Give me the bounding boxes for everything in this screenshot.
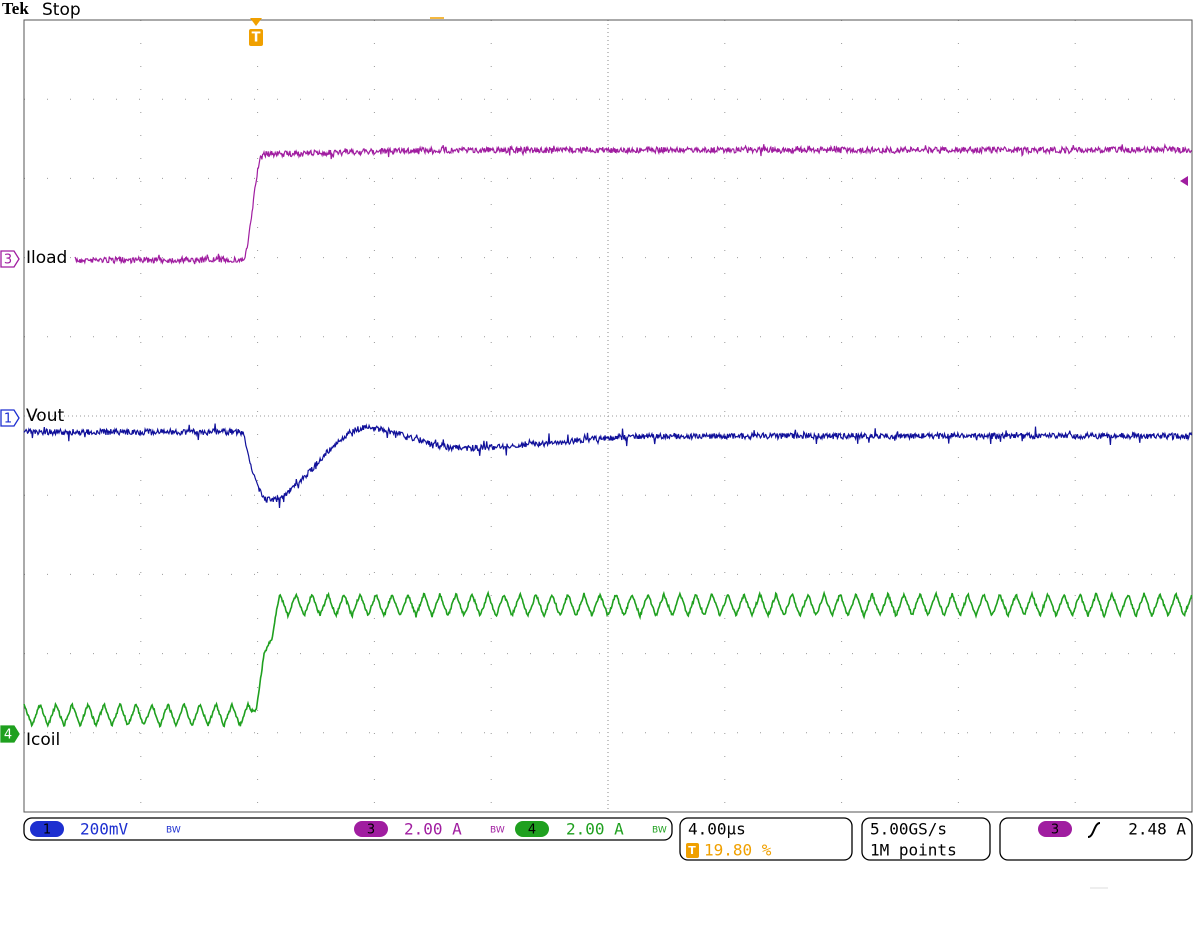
ch4-marker-box xyxy=(0,725,20,743)
graticule-frame xyxy=(23,19,1193,813)
ch3-marker-number: 3 xyxy=(4,253,12,268)
ch4-badge xyxy=(515,821,549,837)
ch3-label: Iload xyxy=(26,248,67,268)
trigger-slope-icon xyxy=(1087,822,1101,838)
ch1-marker-number: 1 xyxy=(4,412,12,427)
trigger-box xyxy=(999,817,1193,861)
iload-trace xyxy=(74,143,1193,265)
trigger-marker-box xyxy=(249,29,263,46)
timebase-scale: 4.00µs xyxy=(688,820,746,839)
waveforms xyxy=(23,143,1193,728)
ch1-scale: 200mV xyxy=(80,820,129,839)
timebase-box xyxy=(679,817,853,861)
ch4-badge-number: 4 xyxy=(528,823,536,838)
trigger-icon: T xyxy=(688,844,696,857)
record-length: 1M points xyxy=(870,841,957,860)
ch3-marker: 3 Iload xyxy=(0,248,67,268)
ch3-badge-number: 3 xyxy=(367,823,375,838)
brand: Tek xyxy=(2,0,29,18)
ch1-bw: BW xyxy=(166,826,181,836)
ch3-badge xyxy=(354,821,388,837)
ch3-bw: BW xyxy=(490,826,505,836)
ch1-label: Vout xyxy=(26,406,64,426)
ch4-scale: 2.00 A xyxy=(566,820,624,839)
ch1-badge-number: 1 xyxy=(43,823,51,838)
trigger-source: 3 xyxy=(1051,823,1059,838)
ch4-marker: 4 Icoil xyxy=(0,725,60,750)
ch4-label: Icoil xyxy=(26,730,60,750)
trigger-source-badge xyxy=(1038,821,1072,837)
vout-trace xyxy=(23,423,1193,508)
channel-readout-box xyxy=(23,817,673,841)
ch1-marker: 1 Vout xyxy=(0,406,64,427)
ch4-marker-number: 4 xyxy=(4,728,12,743)
ch1-marker-box xyxy=(0,409,20,427)
trigger-level-marker xyxy=(1180,176,1188,186)
sample-rate: 5.00GS/s xyxy=(870,820,947,839)
acquisition-box xyxy=(861,817,991,861)
icoil-trace xyxy=(23,590,1193,728)
ch3-marker-box xyxy=(0,250,20,268)
trigger-icon-box xyxy=(686,843,699,858)
trigger-level: 2.48 A xyxy=(1128,820,1186,839)
ch1-badge xyxy=(30,821,64,837)
ch4-bw: BW xyxy=(652,826,667,836)
acquisition-status: Stop xyxy=(42,0,81,20)
trigger-marker: T xyxy=(252,31,261,46)
trigger-arrow xyxy=(250,18,262,26)
ch3-scale: 2.00 A xyxy=(404,820,462,839)
graticule xyxy=(24,20,1192,812)
trigger-position: 19.80 % xyxy=(704,841,772,860)
